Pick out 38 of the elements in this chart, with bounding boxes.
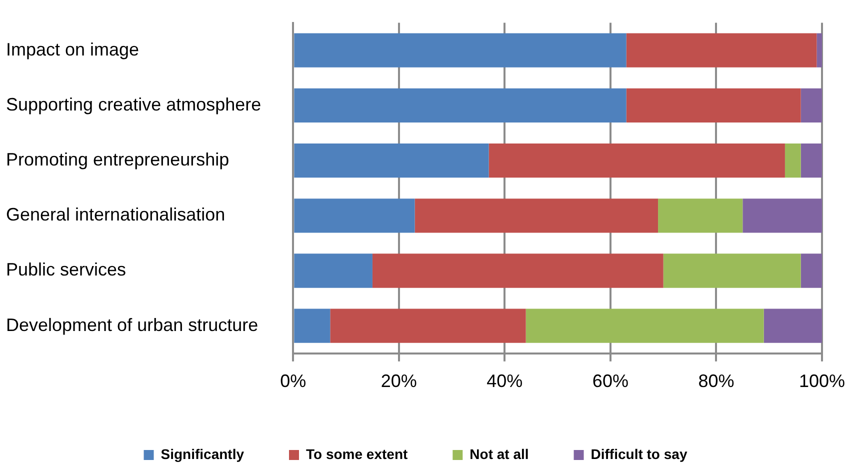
- y-tick-label: General internationalisation: [6, 204, 226, 225]
- legend-label: Not at all: [470, 446, 529, 462]
- x-tick-label: 60%: [592, 371, 628, 392]
- x-tick-label: 0%: [280, 371, 306, 392]
- y-tick-label: Public services: [6, 260, 126, 280]
- bar: [800, 254, 822, 288]
- x-tick-label: 80%: [698, 371, 734, 392]
- bar: [372, 254, 664, 288]
- x-tick-label: 20%: [380, 371, 417, 392]
- bar: [626, 88, 801, 123]
- y-tick-label: Impact on image: [6, 39, 140, 60]
- x-tick-label: 100%: [798, 371, 846, 392]
- bar: [294, 88, 626, 123]
- bar: [800, 143, 822, 178]
- bar: [294, 33, 626, 68]
- bar: [663, 254, 801, 288]
- bar: [488, 143, 785, 178]
- bar: [764, 308, 822, 343]
- bar: [294, 198, 415, 233]
- bar: [658, 198, 743, 233]
- bar: [294, 254, 372, 288]
- y-tick-label: Promoting entrepreneurship: [6, 150, 230, 170]
- bar: [626, 33, 817, 68]
- legend-label: Significantly: [160, 446, 244, 462]
- bar: [526, 308, 764, 343]
- bar: [294, 308, 330, 343]
- bar: [330, 308, 526, 343]
- bar: [742, 198, 822, 233]
- bar: [800, 88, 822, 123]
- y-tick-label: Development of urban structure: [6, 314, 258, 335]
- bar: [414, 198, 658, 233]
- x-tick-label: 40%: [486, 371, 523, 392]
- legend-label: To some extent: [306, 446, 408, 462]
- bar: [816, 33, 822, 68]
- bar: [294, 143, 489, 178]
- bar: [784, 143, 801, 178]
- legend-label: Difficult to say: [590, 446, 688, 462]
- y-tick-label: Supporting creative atmosphere: [6, 94, 262, 114]
